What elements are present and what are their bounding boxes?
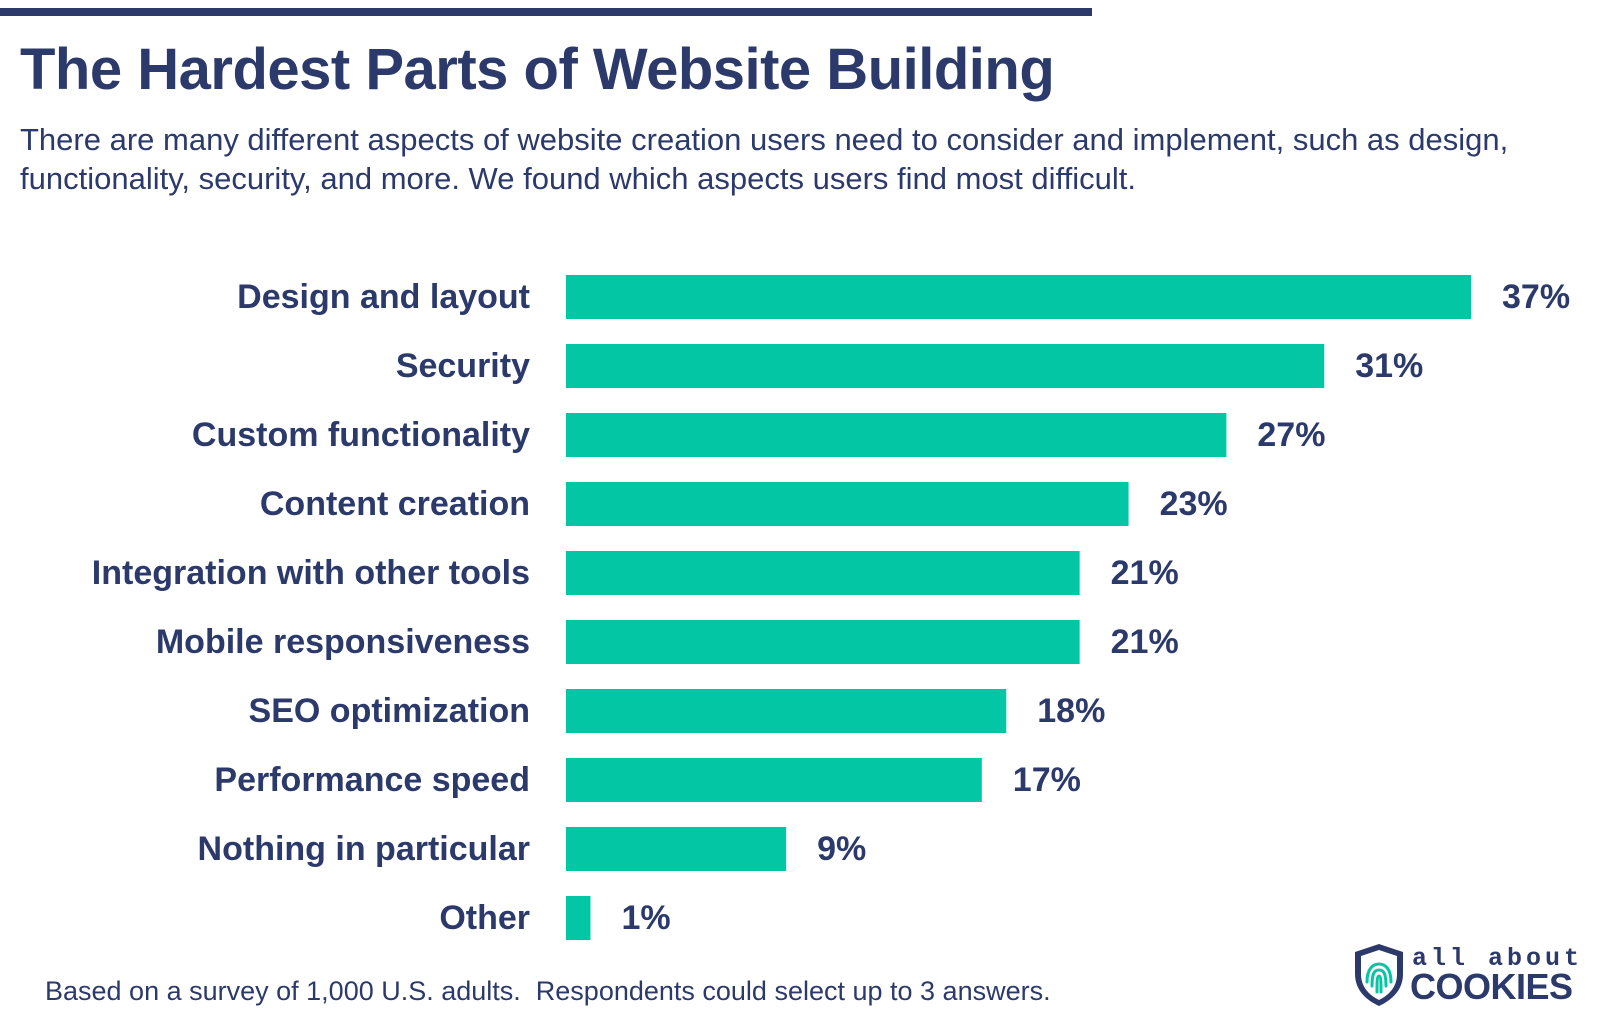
value-label: 9% (817, 830, 866, 868)
logo-text-big: COOKIES (1410, 966, 1573, 1007)
category-label: Mobile responsiveness (156, 623, 530, 661)
bar (566, 344, 1325, 388)
bar (566, 482, 1129, 526)
value-label: 18% (1037, 692, 1105, 730)
fingerprint-shield-icon (1355, 944, 1403, 1006)
top-rule (0, 8, 1092, 16)
category-label: Design and layout (237, 278, 530, 316)
bar (566, 413, 1227, 457)
bar-chart: Design and layout 37% Security 31% Custom fu… (92, 275, 1570, 940)
value-label: 17% (1013, 761, 1081, 799)
category-label: Security (396, 347, 530, 385)
value-label: 37% (1502, 278, 1570, 316)
value-label: 21% (1111, 623, 1179, 661)
page-subtitle: There are many different aspects of webs… (20, 122, 1509, 196)
all-about-cookies-logo: all about COOKIES (1352, 942, 1579, 1012)
category-label: Integration with other tools (92, 554, 530, 592)
bar (566, 275, 1471, 319)
bar (566, 758, 982, 802)
value-label: 23% (1160, 485, 1228, 523)
bar (566, 689, 1007, 733)
logo-text-small: all about (1412, 944, 1584, 973)
bar (566, 551, 1080, 595)
value-label: 31% (1355, 347, 1423, 385)
category-label: SEO optimization (249, 692, 530, 730)
category-label: Custom functionality (192, 416, 530, 454)
page-title: The Hardest Parts of Website Building (20, 37, 1055, 102)
category-label: Content creation (260, 485, 530, 523)
bar (566, 896, 591, 940)
category-label: Nothing in particular (198, 830, 530, 868)
value-label: 21% (1111, 554, 1179, 592)
bar (566, 620, 1080, 664)
value-label: 1% (621, 899, 670, 937)
category-label: Other (439, 899, 530, 937)
value-label: 27% (1257, 416, 1325, 454)
category-label: Performance speed (214, 761, 530, 799)
survey-footnote: Based on a survey of 1,000 U.S. adults. … (45, 976, 1051, 1006)
bar (566, 827, 787, 871)
